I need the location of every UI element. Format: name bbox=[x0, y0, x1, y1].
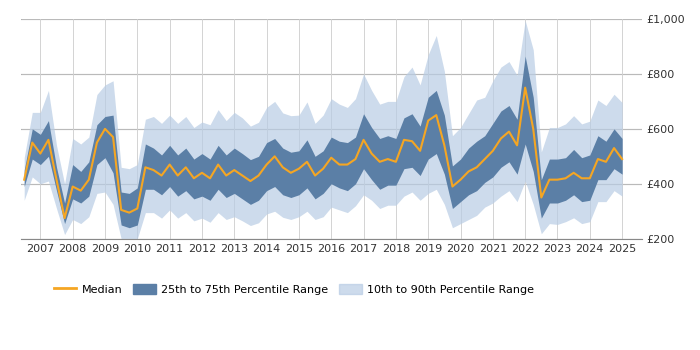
Median bbox=[521, 85, 529, 90]
Median bbox=[20, 177, 29, 182]
Median bbox=[481, 157, 489, 161]
Median bbox=[529, 127, 538, 131]
Legend: Median, 25th to 75th Percentile Range, 10th to 90th Percentile Range: Median, 25th to 75th Percentile Range, 1… bbox=[49, 279, 539, 299]
Median bbox=[618, 157, 626, 161]
Median bbox=[60, 216, 69, 220]
Line: Median: Median bbox=[25, 88, 622, 218]
Median bbox=[497, 136, 505, 141]
Median bbox=[76, 189, 85, 193]
Median bbox=[505, 130, 513, 134]
Median bbox=[569, 171, 577, 175]
